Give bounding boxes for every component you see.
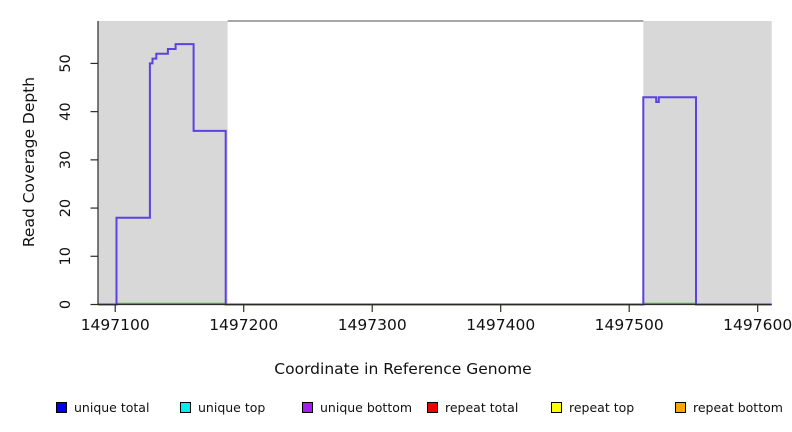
x-tick-label: 1497400 bbox=[466, 316, 535, 334]
shaded-region bbox=[643, 21, 772, 305]
x-tick-label: 1497100 bbox=[81, 316, 150, 334]
y-axis-title: Read Coverage Depth bbox=[20, 76, 38, 248]
coverage-step-line bbox=[98, 43, 772, 306]
y-tick-label: 30 bbox=[58, 151, 74, 169]
y-tick-label: 10 bbox=[58, 247, 74, 265]
x-tick-label: 1497500 bbox=[595, 316, 664, 334]
x-tick-label: 1497300 bbox=[338, 316, 407, 334]
x-axis-title: Coordinate in Reference Genome bbox=[274, 360, 532, 378]
x-tick-label: 1497200 bbox=[209, 316, 278, 334]
y-tick-label: 40 bbox=[58, 102, 74, 120]
x-tick-label: 1497600 bbox=[723, 316, 792, 334]
y-tick-label: 0 bbox=[58, 300, 74, 309]
y-tick-label: 20 bbox=[58, 199, 74, 217]
shaded-region bbox=[98, 21, 228, 305]
y-tick-label: 50 bbox=[58, 54, 74, 72]
